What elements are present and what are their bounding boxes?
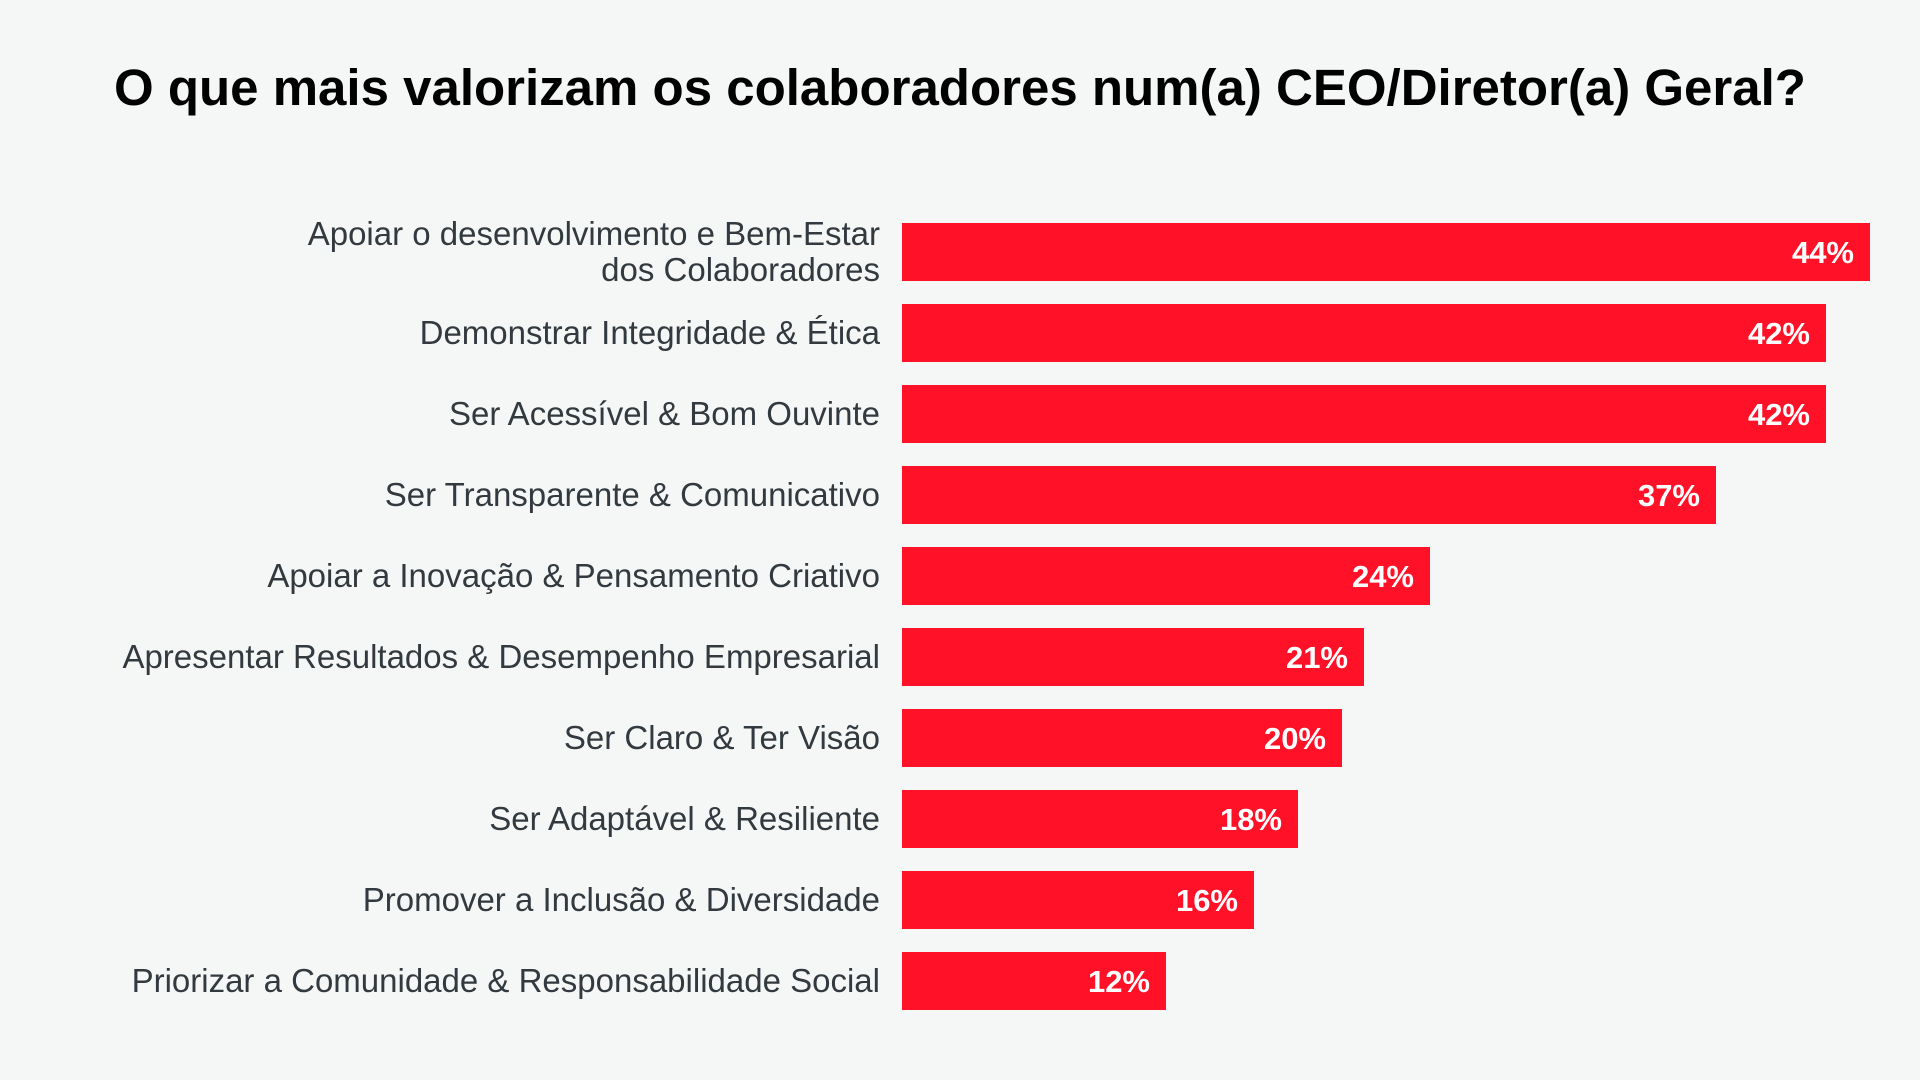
value-label-2: 42% <box>1748 316 1810 351</box>
value-label-8: 18% <box>1220 802 1282 837</box>
category-label-3: Ser Acessível & Bom Ouvinte <box>449 395 880 432</box>
category-label-5: Apoiar a Inovação & Pensamento Criativo <box>267 557 880 594</box>
bar-1 <box>902 223 1870 281</box>
category-label-10: Priorizar a Comunidade & Responsabilidad… <box>132 962 880 999</box>
category-label-6: Apresentar Resultados & Desempenho Empre… <box>122 638 880 675</box>
value-label-5: 24% <box>1352 559 1414 594</box>
category-label-2: Demonstrar Integridade & Ética <box>420 314 881 351</box>
value-label-3: 42% <box>1748 397 1810 432</box>
value-label-9: 16% <box>1176 883 1238 918</box>
bar-4 <box>902 466 1716 524</box>
bar-7 <box>902 709 1342 767</box>
bar-8 <box>902 790 1298 848</box>
value-label-1: 44% <box>1792 235 1854 270</box>
category-label-9: Promover a Inclusão & Diversidade <box>363 881 880 918</box>
category-label-1: Apoiar o desenvolvimento e Bem-Estar dos … <box>308 215 880 288</box>
category-label-4: Ser Transparente & Comunicativo <box>385 476 880 513</box>
value-label-10: 12% <box>1088 964 1150 999</box>
value-label-4: 37% <box>1638 478 1700 513</box>
bar-6 <box>902 628 1364 686</box>
value-label-6: 21% <box>1286 640 1348 675</box>
chart-title: O que mais valorizam os colaboradores nu… <box>114 59 1806 116</box>
bar-10 <box>902 952 1166 1010</box>
bar-5 <box>902 547 1430 605</box>
value-label-7: 20% <box>1264 721 1326 756</box>
bar-3 <box>902 385 1826 443</box>
bar-2 <box>902 304 1826 362</box>
bar-9 <box>902 871 1254 929</box>
category-label-7: Ser Claro & Ter Visão <box>564 719 880 756</box>
category-label-8: Ser Adaptável & Resiliente <box>489 800 880 837</box>
